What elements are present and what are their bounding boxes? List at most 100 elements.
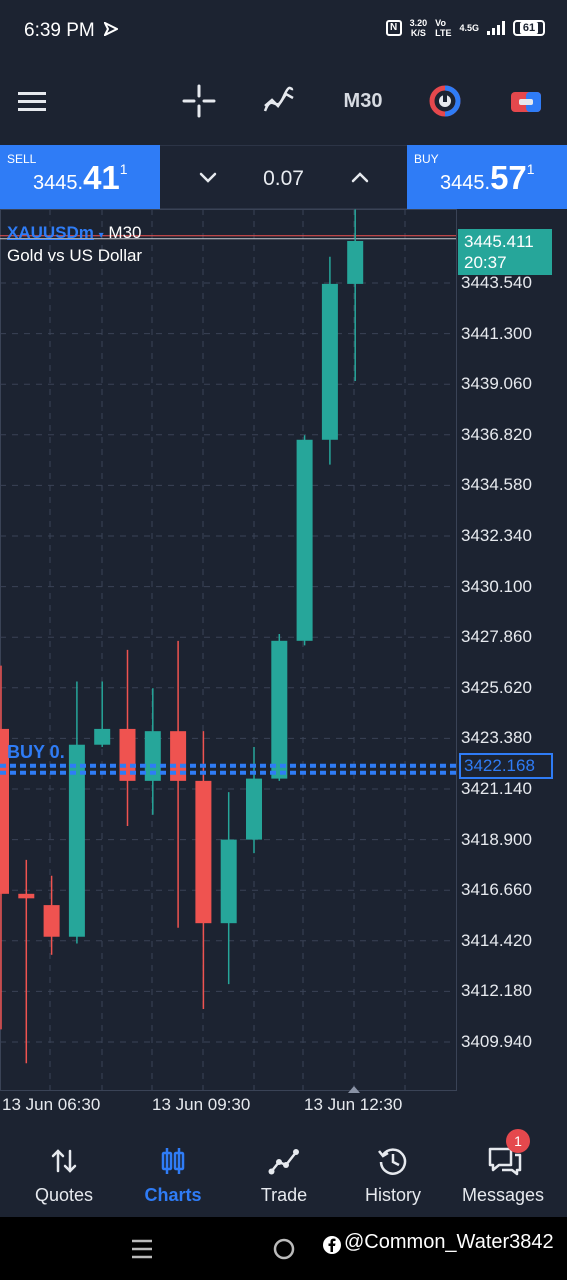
price-tick-label: 3427.860	[461, 627, 532, 647]
sell-price-big: 41	[83, 159, 120, 196]
sell-label: SELL	[7, 152, 37, 166]
price-tick-label: 3436.820	[461, 424, 532, 444]
candle-body	[43, 905, 60, 937]
network-top: Vo	[435, 18, 446, 28]
signal-icon	[487, 21, 505, 35]
price-tick-label: 3439.060	[461, 374, 532, 394]
nav-quotes-label: Quotes	[34, 1185, 94, 1205]
objects-button[interactable]	[505, 70, 547, 132]
bottom-navigation: Quotes Charts Trade	[0, 1129, 567, 1217]
time-tick-label: 13 Jun 09:30	[152, 1095, 251, 1114]
sell-price: 3445.411	[33, 159, 128, 197]
decrease-volume-icon[interactable]	[193, 162, 223, 192]
chart-shift-marker	[348, 1086, 360, 1093]
symbol-description: Gold vs US Dollar	[7, 246, 143, 265]
price-tick-label: 3409.940	[461, 1032, 532, 1051]
time-tick-label: 13 Jun 12:30	[304, 1095, 403, 1114]
nav-history-label: History	[364, 1185, 421, 1205]
candle-body	[296, 439, 313, 641]
symbol-timeframe: M30	[108, 223, 142, 242]
plot-frame	[0, 209, 457, 1091]
volume-control: 0.07	[160, 145, 407, 209]
candle-body	[170, 731, 187, 781]
color-theme-button[interactable]	[424, 70, 466, 132]
status-icons: N 3.20 K/S Vo LTE 4.5G 61	[385, 18, 545, 38]
nfc-icon: N	[385, 20, 402, 36]
candle-body	[195, 780, 212, 924]
candle-body	[321, 283, 338, 440]
sell-price-small: 3445.	[33, 172, 84, 194]
system-navigation-bar: @Common_Water3842	[0, 1217, 567, 1280]
price-tick-label: 3414.420	[461, 930, 532, 950]
price-tick-label: 3418.900	[461, 829, 532, 849]
messages-badge: 1	[506, 1129, 530, 1153]
candle-body	[18, 893, 35, 899]
price-tick-label: 3425.620	[461, 677, 532, 697]
recents-icon[interactable]	[130, 1237, 154, 1261]
bid-price-value: 3445.411	[464, 232, 534, 251]
send-icon	[102, 20, 120, 41]
messages-icon	[488, 1147, 522, 1176]
symbol-dropdown-icon[interactable]: ▾	[98, 230, 104, 241]
trade-icon	[268, 1149, 299, 1175]
speed-value: 3.20	[409, 18, 428, 28]
one-click-trade-panel: SELL 3445.411 0.07 BUY 3445.571	[0, 145, 567, 209]
objects-icon	[511, 92, 541, 112]
nav-quotes[interactable]: Quotes	[9, 1133, 119, 1217]
symbol-name[interactable]: XAUUSDm	[7, 223, 94, 242]
chart-symbol[interactable]: XAUUSDm ▾ M30	[7, 223, 141, 243]
buy-button[interactable]: BUY 3445.571	[407, 145, 567, 209]
chart-canvas[interactable]	[0, 209, 567, 1129]
crosshair-button[interactable]	[178, 70, 220, 132]
price-tick-label: 3412.180	[461, 981, 532, 1001]
color-theme-icon	[429, 85, 461, 117]
buy-order-price-tag: 3422.168	[459, 753, 553, 779]
candle-body	[144, 731, 161, 781]
charts-icon	[161, 1148, 185, 1174]
sell-price-sup: 1	[119, 161, 128, 177]
nav-charts-label: Charts	[144, 1185, 202, 1205]
menu-button[interactable]	[10, 70, 54, 132]
time-tick-label: 13 Jun 06:30	[2, 1095, 101, 1114]
status-time: 6:39 PM	[24, 20, 95, 41]
network-speed: 3.20 K/S	[410, 18, 428, 38]
buy-order-label[interactable]: BUY 0.	[7, 742, 65, 762]
indicators-button[interactable]	[258, 70, 300, 132]
price-chart[interactable]: XAUUSDm ▾ M30 Gold vs US Dollar 3445.411…	[0, 209, 567, 1129]
candle-body	[0, 728, 9, 894]
menu-icon	[18, 92, 46, 111]
quotes-icon	[51, 1149, 77, 1173]
price-tick-label: 3421.140	[461, 779, 532, 798]
price-tick-label: 3441.300	[461, 323, 532, 343]
network-type-label: 4.5G	[459, 23, 479, 33]
sell-button[interactable]: SELL 3445.411	[0, 145, 160, 209]
bid-price-tag: 3445.411 20:37	[458, 229, 552, 275]
timeframe-label: M30	[343, 89, 383, 112]
battery-icon: 61	[513, 20, 545, 36]
facebook-icon	[323, 1236, 341, 1254]
buy-price-big: 57	[490, 159, 527, 196]
buy-price-sup: 1	[526, 161, 535, 177]
nav-trade[interactable]: Trade	[229, 1133, 339, 1217]
price-tick-label: 3430.100	[461, 576, 532, 596]
crosshair-icon	[182, 84, 216, 118]
home-icon[interactable]	[272, 1237, 296, 1261]
buy-price: 3445.571	[440, 159, 535, 197]
nav-history[interactable]: History	[338, 1133, 448, 1217]
nav-trade-label: Trade	[260, 1185, 308, 1205]
nav-charts[interactable]: Charts	[118, 1133, 228, 1217]
battery-level: 61	[519, 22, 539, 34]
candle-body	[119, 728, 136, 781]
history-icon	[378, 1148, 407, 1175]
increase-volume-icon[interactable]	[345, 162, 375, 192]
volume-value[interactable]: 0.07	[263, 167, 304, 190]
candle-body	[68, 744, 85, 937]
nav-messages[interactable]: 1 Messages	[448, 1129, 558, 1217]
price-tick-label: 3434.580	[461, 475, 532, 495]
candle-body	[220, 839, 237, 924]
price-tick-label: 3423.380	[461, 728, 532, 748]
chart-toolbar: M30	[0, 70, 567, 132]
speed-unit: K/S	[410, 28, 426, 38]
timeframe-button[interactable]: M30	[336, 70, 390, 132]
